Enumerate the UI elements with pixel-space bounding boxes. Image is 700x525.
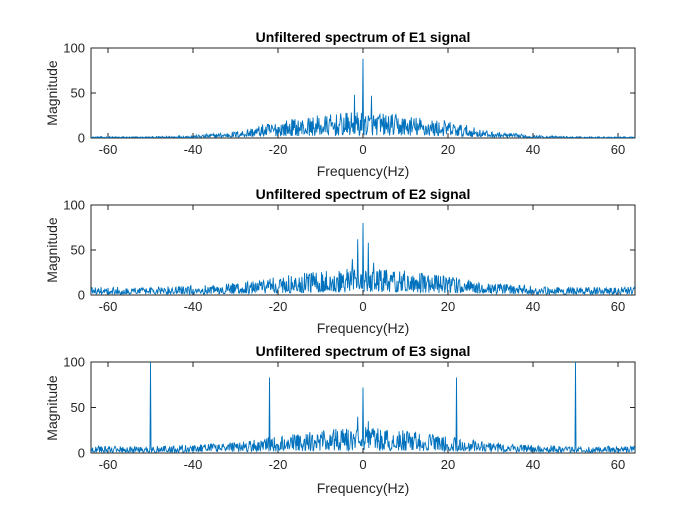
spectrum-line xyxy=(91,58,635,138)
x-tick-label: 0 xyxy=(359,457,366,472)
x-tick-label: -60 xyxy=(99,457,118,472)
y-tick-label: 50 xyxy=(71,400,85,415)
x-tick-label: -40 xyxy=(184,142,203,157)
x-tick-label: 60 xyxy=(611,457,625,472)
x-axis-label: Frequency(Hz) xyxy=(317,320,410,336)
x-tick-label: 60 xyxy=(611,142,625,157)
y-tick-label: 100 xyxy=(63,355,85,370)
x-tick-label: -60 xyxy=(99,299,118,314)
y-tick-label: 0 xyxy=(78,131,85,146)
x-axis-label: Frequency(Hz) xyxy=(317,163,410,179)
x-tick-label: -20 xyxy=(269,299,288,314)
y-tick-label: 50 xyxy=(71,86,85,101)
x-tick-label: -60 xyxy=(99,142,118,157)
x-tick-label: -40 xyxy=(184,299,203,314)
x-tick-label: -20 xyxy=(269,457,288,472)
y-axis-label: Magnitude xyxy=(44,60,60,126)
subplot-title: Unfiltered spectrum of E3 signal xyxy=(256,343,471,359)
y-tick-label: 0 xyxy=(78,288,85,303)
x-tick-label: 0 xyxy=(359,142,366,157)
x-tick-label: 40 xyxy=(526,142,540,157)
x-tick-label: 20 xyxy=(441,457,455,472)
x-tick-label: 60 xyxy=(611,299,625,314)
spectrum-line xyxy=(91,362,635,453)
x-tick-label: 40 xyxy=(526,457,540,472)
subplot-e1: Unfiltered spectrum of E1 signal -60 -40 -… xyxy=(44,29,636,179)
subplot-title: Unfiltered spectrum of E2 signal xyxy=(256,186,471,202)
x-tick-label: -20 xyxy=(269,142,288,157)
subplot-title: Unfiltered spectrum of E1 signal xyxy=(256,29,471,45)
y-tick-label: 100 xyxy=(63,41,85,56)
y-tick-label: 100 xyxy=(63,198,85,213)
subplot-e2: Unfiltered spectrum of E2 signal -60 -40 -… xyxy=(44,186,636,336)
y-tick-label: 50 xyxy=(71,243,85,258)
x-tick-label: -40 xyxy=(184,457,203,472)
subplot-e3: Unfiltered spectrum of E3 signal -60 -40 -… xyxy=(44,343,636,496)
x-tick-label: 20 xyxy=(441,299,455,314)
spectrum-line xyxy=(91,222,635,295)
x-axis-label: Frequency(Hz) xyxy=(317,480,410,496)
y-axis-label: Magnitude xyxy=(44,375,60,441)
y-tick-label: 0 xyxy=(78,446,85,461)
x-tick-label: 20 xyxy=(441,142,455,157)
x-tick-label: 0 xyxy=(359,299,366,314)
x-tick-label: 40 xyxy=(526,299,540,314)
y-axis-label: Magnitude xyxy=(44,217,60,283)
